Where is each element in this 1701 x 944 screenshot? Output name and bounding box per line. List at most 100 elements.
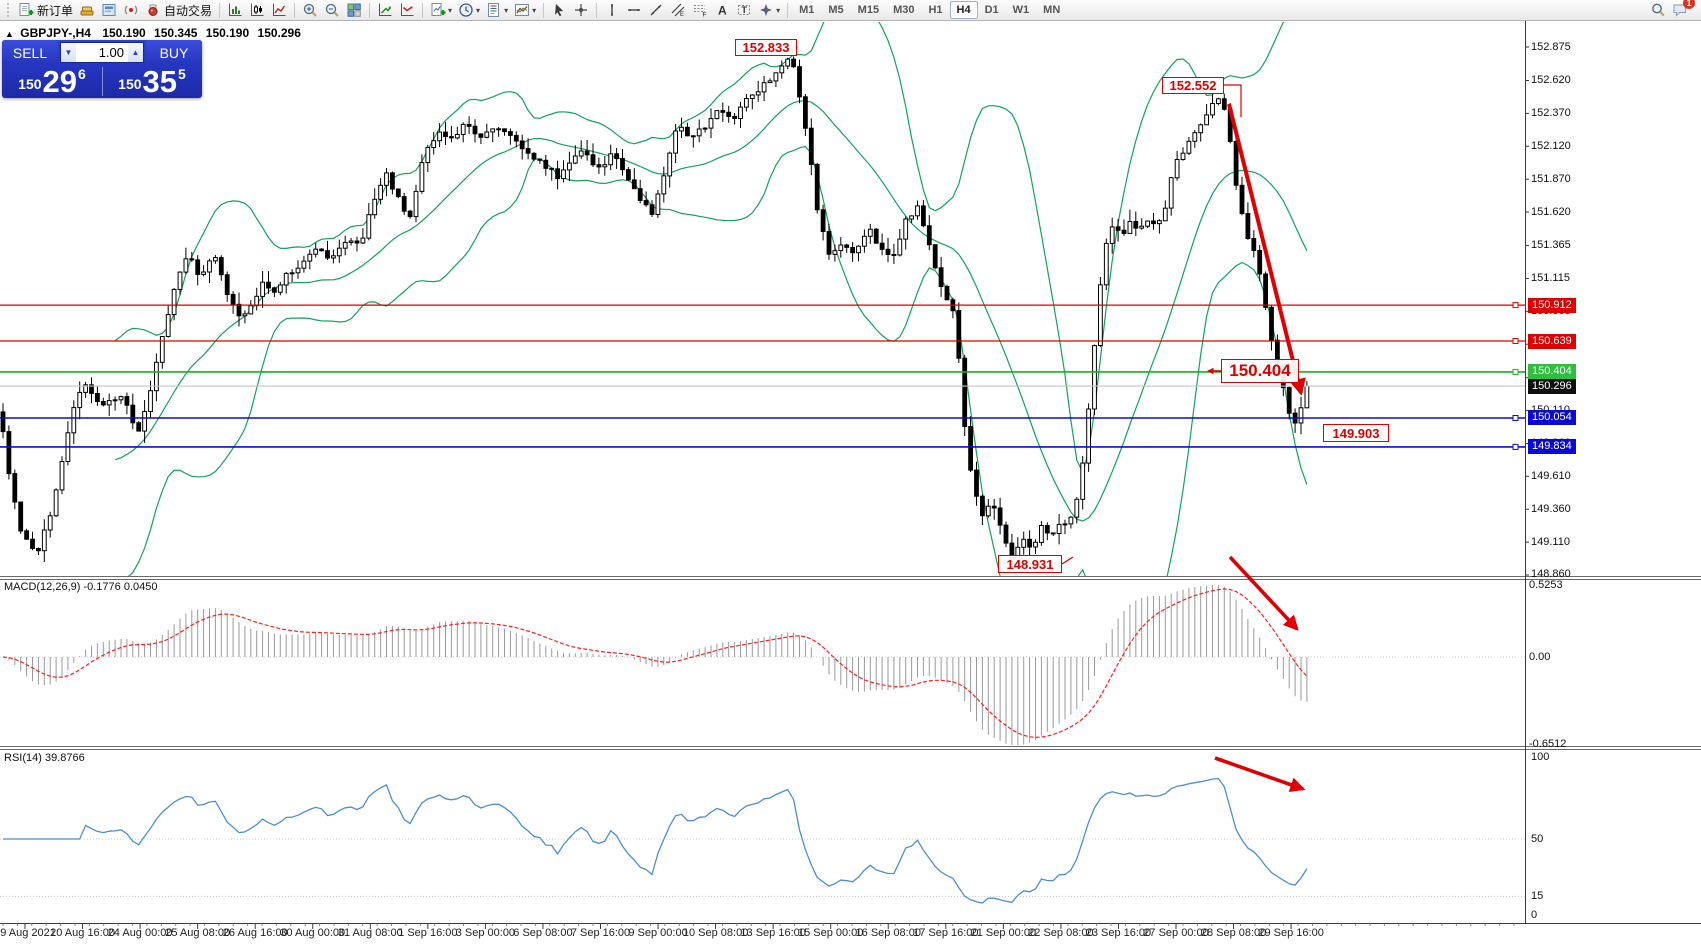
cursor-icon	[555, 4, 564, 17]
channel-icon[interactable]: E	[667, 1, 689, 20]
navigator-icon[interactable]	[98, 1, 120, 20]
candle-chart-icon	[251, 3, 264, 16]
zoom-in-icon	[303, 3, 317, 17]
profile-up-icon[interactable]	[374, 1, 396, 20]
crosshair-icon	[575, 4, 588, 16]
signals-icon[interactable]	[120, 1, 142, 20]
timeframe-button-h4[interactable]: H4	[949, 1, 978, 19]
zoom-out-icon	[325, 3, 339, 17]
rsi-pane	[0, 777, 1525, 904]
line-chart-icon	[273, 3, 286, 16]
period-icon[interactable]: ▾	[455, 1, 483, 20]
add-indicator-icon[interactable]: ▾	[427, 1, 455, 20]
new-order-label: 新订单	[37, 3, 74, 18]
indicator-list-icon[interactable]: ▾	[511, 1, 539, 20]
widget-divider	[102, 67, 103, 96]
search-button[interactable]	[1647, 1, 1669, 20]
market-watch-icon	[80, 6, 94, 16]
zoom-out-icon[interactable]	[321, 1, 343, 20]
new-order-icon	[19, 3, 34, 16]
candle-chart-icon[interactable]	[246, 1, 268, 20]
zoom-in-icon[interactable]	[299, 1, 321, 20]
profile-shift-icon	[401, 3, 414, 16]
text-icon: A	[718, 4, 727, 18]
horizontal-line-icon	[628, 9, 641, 11]
chevron-down-icon[interactable]: ▾	[504, 5, 509, 15]
indicator-list-icon	[515, 4, 530, 16]
toolbar-grip	[7, 3, 12, 17]
timeframe-button-w1[interactable]: W1	[1012, 4, 1030, 16]
chevron-down-icon[interactable]: ▾	[776, 5, 781, 15]
shapes-icon	[760, 4, 773, 16]
bar-chart-icon	[229, 3, 242, 16]
tile-windows-icon	[347, 3, 361, 17]
autotrade-label: 自动交易	[164, 3, 213, 18]
signals-icon	[124, 5, 138, 15]
svg-text:F: F	[703, 12, 707, 19]
notifications-button[interactable]: 1	[1669, 0, 1695, 20]
template-icon[interactable]: ▾	[483, 1, 511, 20]
autotrade-icon	[148, 4, 158, 16]
notification-badge: 1	[1683, 0, 1695, 9]
period-icon	[459, 3, 473, 17]
timeframe-button-m5[interactable]: M5	[828, 4, 844, 16]
vertical-line-icon	[611, 4, 614, 16]
timeframe-button-mn[interactable]: MN	[1043, 4, 1061, 16]
channel-icon: E	[671, 3, 685, 18]
profile-up-icon	[379, 3, 392, 16]
fibonacci-icon: F	[694, 5, 707, 19]
volume-input[interactable]	[76, 43, 128, 62]
market-watch-icon[interactable]	[76, 1, 98, 20]
line-chart-icon[interactable]	[268, 1, 290, 20]
one-click-trading-widget: SELL ▼ ▲ BUY 150 29 6 150 35 5	[2, 40, 202, 98]
timeframe-button-m1[interactable]: M1	[799, 4, 815, 16]
volume-stepper: ▼ ▲	[60, 42, 144, 63]
toolbar-separator	[294, 2, 296, 18]
add-indicator-icon	[431, 3, 446, 16]
label-icon[interactable]: T	[733, 1, 755, 20]
chevron-down-icon[interactable]: ▾	[448, 5, 453, 15]
tile-windows-icon[interactable]	[343, 1, 365, 20]
shapes-icon[interactable]: ▾	[755, 1, 783, 20]
buy-price[interactable]: 150 35 5	[118, 64, 186, 99]
toolbar-separator	[787, 2, 789, 18]
text-icon[interactable]: A	[711, 1, 733, 20]
sell-button[interactable]: SELL	[2, 40, 58, 65]
trendline-icon[interactable]	[645, 1, 667, 20]
chevron-down-icon[interactable]: ▾	[532, 5, 537, 15]
bollinger-bands	[114, 22, 1308, 576]
bar-chart-icon[interactable]	[224, 1, 246, 20]
toolbar-separator	[543, 2, 545, 18]
chevron-down-icon[interactable]: ▾	[476, 5, 481, 15]
fibonacci-icon[interactable]: F	[689, 1, 711, 20]
svg-text:A: A	[718, 4, 727, 18]
trendline-icon	[650, 4, 662, 16]
search-icon	[1652, 3, 1665, 17]
timeframe-button-m15[interactable]: M15	[857, 4, 880, 16]
autotrade-button[interactable]: 自动交易	[142, 1, 215, 20]
sell-price[interactable]: 150 29 6	[18, 64, 86, 99]
horizontal-line-icon[interactable]	[623, 1, 645, 20]
toolbar-separator	[596, 2, 598, 18]
svg-text:T: T	[742, 5, 748, 15]
new-order-button[interactable]: 新订单	[15, 1, 76, 20]
crosshair-icon[interactable]	[570, 1, 592, 20]
timeframe-button-d1[interactable]: D1	[984, 4, 999, 16]
volume-increase-button[interactable]: ▲	[128, 43, 143, 62]
candlesticks	[0, 56, 1310, 569]
toolbar-separator	[369, 2, 371, 18]
profile-shift-icon[interactable]	[396, 1, 418, 20]
timeframe-button-m30[interactable]: M30	[893, 4, 915, 16]
annotation-arrows	[790, 46, 1306, 792]
buy-button[interactable]: BUY	[146, 40, 202, 65]
navigator-icon	[102, 4, 116, 16]
volume-decrease-button[interactable]: ▼	[61, 43, 76, 62]
timeframe-button-h1[interactable]: H1	[928, 4, 943, 16]
label-icon: T	[738, 5, 751, 15]
vertical-line-icon[interactable]	[601, 1, 623, 20]
toolbar: 新订单 自动交易 ▾ ▾ ▾ ▾ E F A T ▾ M1 M5 M15 M30 H1 H4 D1 W1 MN 1	[0, 0, 1701, 21]
cursor-icon[interactable]	[548, 1, 570, 20]
chart-frame	[0, 21, 1701, 929]
